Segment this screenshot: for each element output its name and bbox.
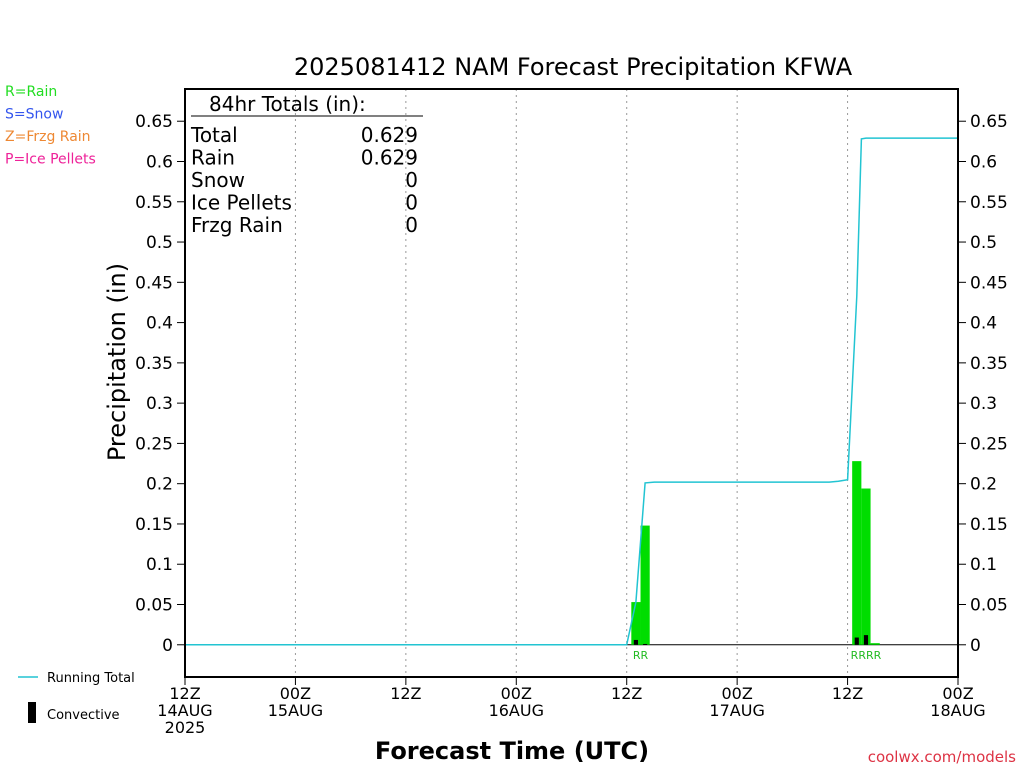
totals-row-value: 0.629 <box>361 146 418 170</box>
y-tick-label-left: 0.2 <box>146 475 173 495</box>
running-total-line-group <box>185 137 958 646</box>
totals-box: 84hr Totals (in): Total 0.629 Rain 0.629 Snow… <box>190 92 423 237</box>
totals-row-value: 0 <box>405 168 418 192</box>
x-tick-label: 12Z <box>390 684 421 703</box>
legend-convective-swatch <box>28 702 36 723</box>
x-tick-label: 00Z <box>280 684 311 703</box>
precip-type-label: RRRR <box>851 649 882 662</box>
rain-bar <box>870 643 880 645</box>
y-tick-label-right: 0.65 <box>970 112 1008 132</box>
x-tick-label: 17AUG <box>709 701 764 720</box>
x-tick-label: 00Z <box>721 684 752 703</box>
x-tick-label: 12Z <box>169 684 200 703</box>
y-tick-label-left: 0.3 <box>146 394 173 414</box>
y-tick-label-left: 0.05 <box>135 596 173 616</box>
y-tick-label-left: 0.45 <box>135 273 173 293</box>
y-tick-label-left: 0.65 <box>135 112 173 132</box>
y-tick-label-right: 0 <box>970 636 981 656</box>
legend: Running Total Convective <box>18 671 135 723</box>
y-tick-label-right: 0.5 <box>970 233 997 253</box>
plot-frame <box>184 88 959 678</box>
convective-bar <box>643 643 648 645</box>
y-tick-label-left: 0.25 <box>135 434 173 454</box>
totals-row-value: 0 <box>405 191 418 215</box>
x-tick-label: 18AUG <box>930 701 985 720</box>
y-tick-label-left: 0.5 <box>146 233 173 253</box>
precip-type-label: RR <box>633 649 649 662</box>
legend-convective-label: Convective <box>47 708 120 723</box>
y-tick-label-right: 0.55 <box>970 193 1008 213</box>
rain-bar <box>631 602 641 645</box>
totals-row-label: Total <box>190 123 238 147</box>
precip-type-key-item: P=Ice Pellets <box>5 152 96 168</box>
y-tick-label-right: 0.6 <box>970 152 997 172</box>
x-tick-label: 00Z <box>501 684 532 703</box>
precip-type-key-item: S=Snow <box>5 107 63 123</box>
credit-text: coolwx.com/models <box>868 748 1016 766</box>
totals-row-value: 0 <box>405 213 418 237</box>
x-tick-label: 12Z <box>611 684 642 703</box>
y-axis-label: Precipitation (in) <box>103 263 131 461</box>
y-tick-label-left: 0.1 <box>146 555 173 575</box>
legend-running-total-label: Running Total <box>47 671 135 686</box>
running-total-line <box>185 137 958 646</box>
y-tick-label-right: 0.15 <box>970 515 1008 535</box>
y-tick-label-left: 0.55 <box>135 193 173 213</box>
y-tick-label-right: 0.05 <box>970 596 1008 616</box>
x-tick-label: 16AUG <box>489 701 544 720</box>
grid-lines <box>185 89 958 677</box>
y-tick-label-right: 0.1 <box>970 555 997 575</box>
bars: RR RRRR <box>631 461 882 662</box>
x-tick-label: 14AUG <box>157 701 212 720</box>
y-tick-label-right: 0.2 <box>970 475 997 495</box>
rain-bar <box>852 461 862 645</box>
x-axis-label: Forecast Time (UTC) <box>375 737 649 765</box>
rain-bar <box>640 525 650 645</box>
totals-row-label: Frzg Rain <box>191 213 283 237</box>
convective-bar <box>633 639 638 645</box>
axes: 0 00.05 0.050.1 0.10.15 0.150.2 0.20.25 0.250.… <box>135 112 1008 737</box>
precip-type-key: R=Rain S=Snow Z=Frzg Rain P=Ice Pellets <box>5 84 96 168</box>
totals-row-value: 0.629 <box>361 123 418 147</box>
x-tick-label: 00Z <box>942 684 973 703</box>
y-tick-label-left: 0.6 <box>146 152 173 172</box>
precip-type-key-item: R=Rain <box>5 84 57 100</box>
y-tick-label-left: 0.35 <box>135 354 173 374</box>
precip-type-key-item: Z=Frzg Rain <box>5 129 91 145</box>
totals-row-label: Snow <box>191 168 245 192</box>
y-tick-label-left: 0.15 <box>135 515 173 535</box>
y-tick-label-right: 0.25 <box>970 434 1008 454</box>
convective-bar <box>854 637 859 645</box>
totals-row-label: Ice Pellets <box>191 191 292 215</box>
y-tick-label-left: 0 <box>162 636 173 656</box>
y-tick-label-left: 0.4 <box>146 314 173 334</box>
convective-bar <box>863 635 869 645</box>
rain-bar <box>861 488 871 645</box>
y-tick-label-right: 0.45 <box>970 273 1008 293</box>
totals-heading: 84hr Totals (in): <box>209 92 366 116</box>
x-tick-label: 12Z <box>832 684 863 703</box>
y-tick-label-right: 0.3 <box>970 394 997 414</box>
x-tick-label: 2025 <box>165 718 206 737</box>
x-tick-label: 15AUG <box>268 701 323 720</box>
totals-row-label: Rain <box>191 146 235 170</box>
y-tick-label-right: 0.4 <box>970 314 997 334</box>
y-tick-label-right: 0.35 <box>970 354 1008 374</box>
chart-title: 2025081412 NAM Forecast Precipitation KF… <box>294 53 853 81</box>
